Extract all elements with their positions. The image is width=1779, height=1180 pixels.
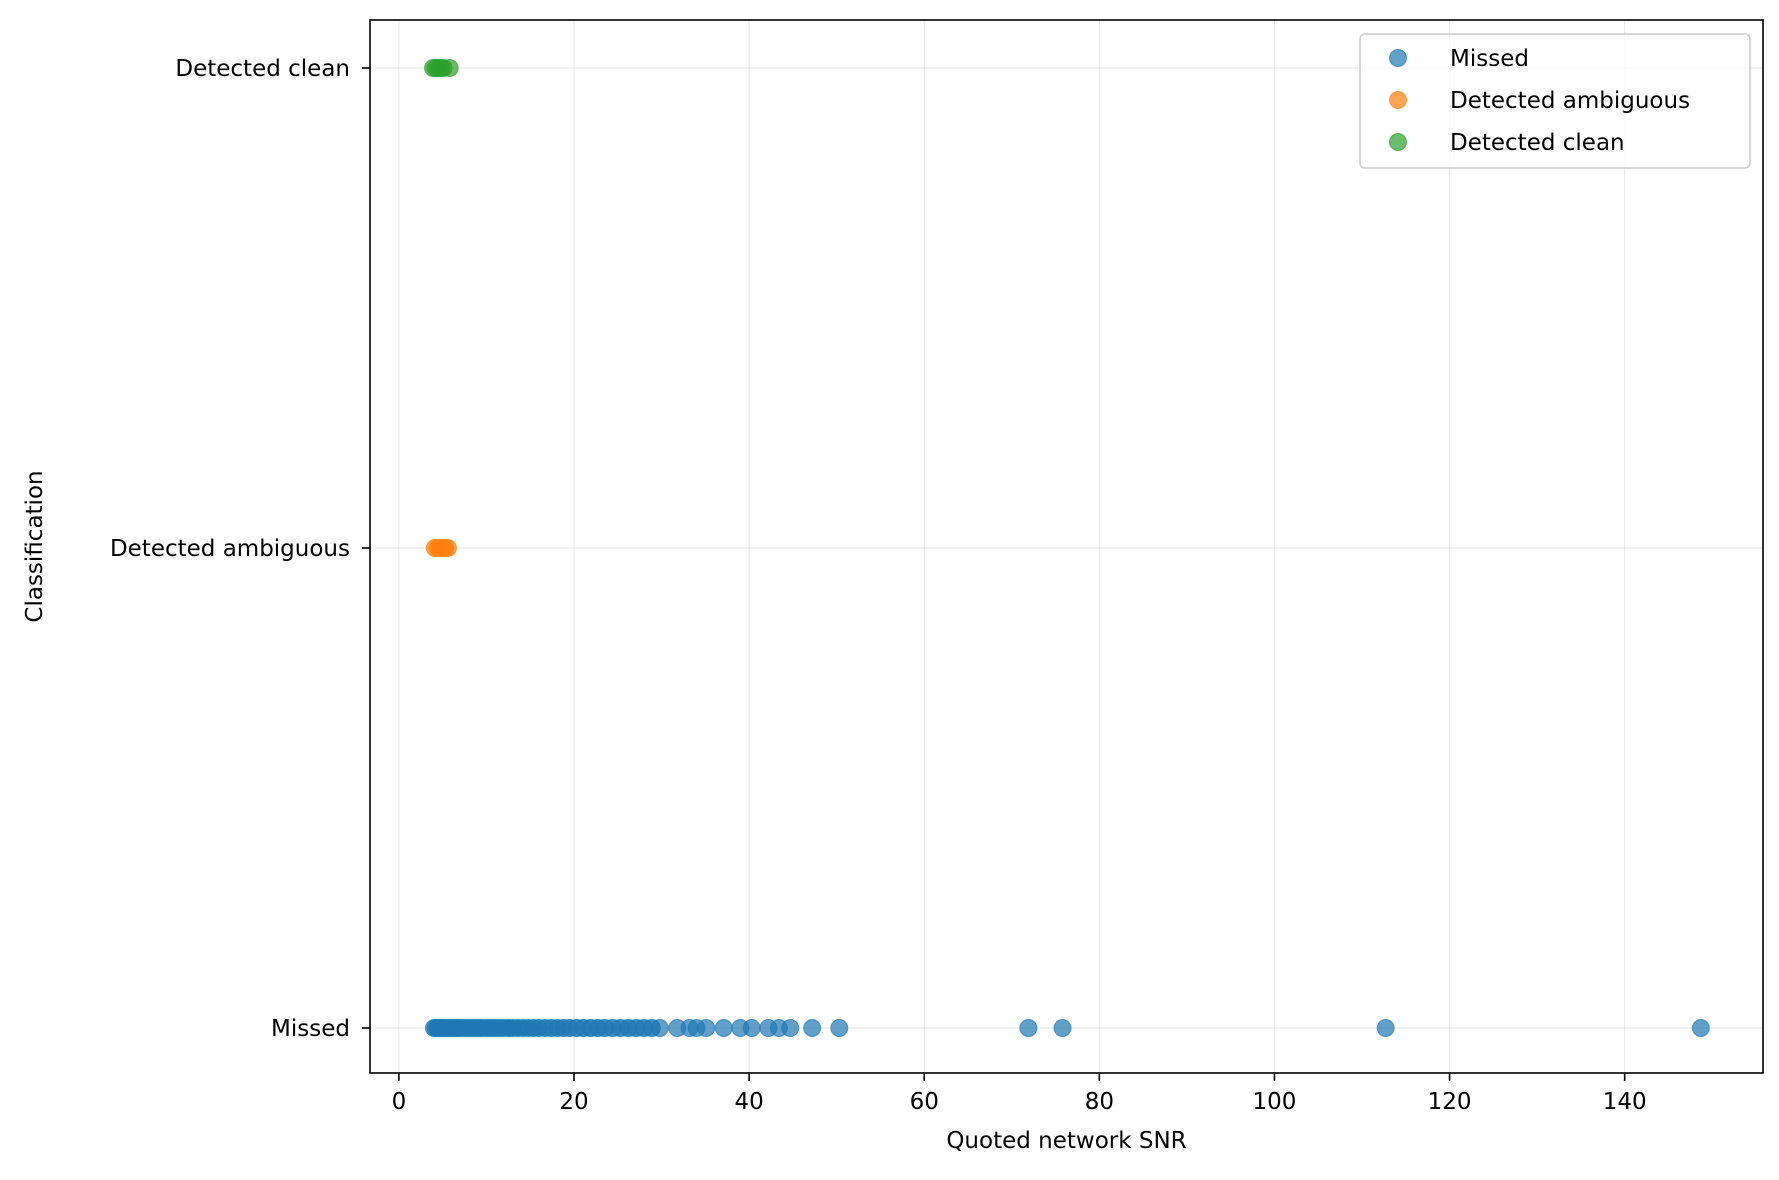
x-tick-label: 120 — [1428, 1089, 1472, 1115]
x-tick-label: 100 — [1252, 1089, 1296, 1115]
x-tick-label: 0 — [392, 1089, 407, 1115]
data-point — [438, 539, 457, 557]
x-tick-label: 60 — [910, 1089, 939, 1115]
y-axis-label: Classification — [22, 470, 48, 622]
y-tick-label: Missed — [271, 1016, 350, 1042]
data-point — [1376, 1019, 1395, 1037]
axes-frame — [369, 19, 1764, 1074]
legend-marker — [1389, 133, 1407, 151]
data-point — [714, 1019, 733, 1037]
legend-box — [1359, 33, 1751, 169]
legend-label: Detected ambiguous — [1450, 88, 1690, 114]
data-point — [781, 1019, 800, 1037]
y-tick-label: Detected clean — [175, 56, 350, 82]
data-point — [697, 1019, 716, 1037]
x-tick-label: 20 — [559, 1089, 588, 1115]
y-tick-label: Detected ambiguous — [110, 536, 350, 562]
data-point — [742, 1019, 761, 1037]
x-axis-label: Quoted network SNR — [946, 1128, 1186, 1154]
legend-marker — [1389, 49, 1407, 67]
data-point-band — [433, 1019, 660, 1037]
data-point — [803, 1019, 822, 1037]
legend-label: Missed — [1450, 46, 1529, 72]
legend-marker — [1389, 91, 1407, 109]
x-tick-label: 140 — [1603, 1089, 1647, 1115]
x-tick-label: 80 — [1085, 1089, 1114, 1115]
data-point — [440, 59, 459, 77]
legend-label: Detected clean — [1450, 130, 1625, 156]
data-point — [1019, 1019, 1038, 1037]
axis-ticks: 0 20 40 60 80 100 120 140 Missed Detected ambiguo… — [110, 56, 1647, 1115]
data-point — [1691, 1019, 1710, 1037]
data-point — [1053, 1019, 1072, 1037]
legend: Missed Detected ambiguous Detected clean — [1359, 33, 1751, 169]
data-points — [424, 59, 1710, 1037]
data-point — [830, 1019, 849, 1037]
x-tick-label: 40 — [734, 1089, 763, 1115]
